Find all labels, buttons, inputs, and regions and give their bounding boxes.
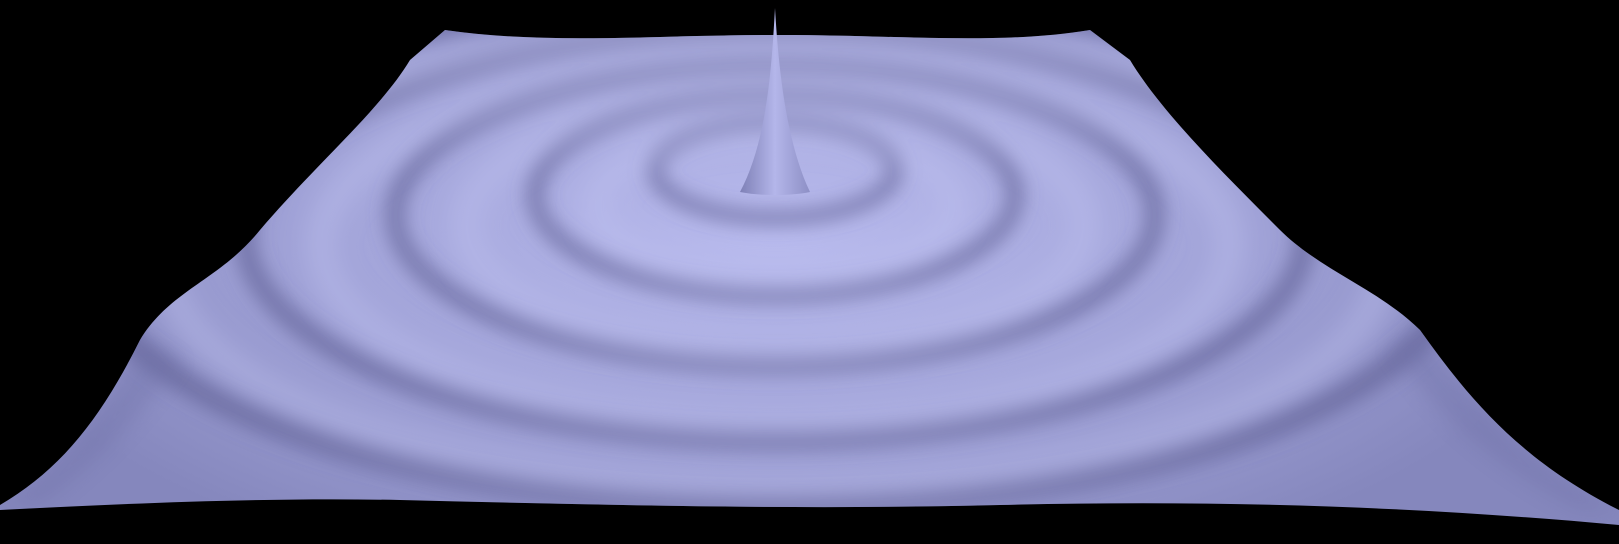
center-spike (740, 8, 810, 195)
